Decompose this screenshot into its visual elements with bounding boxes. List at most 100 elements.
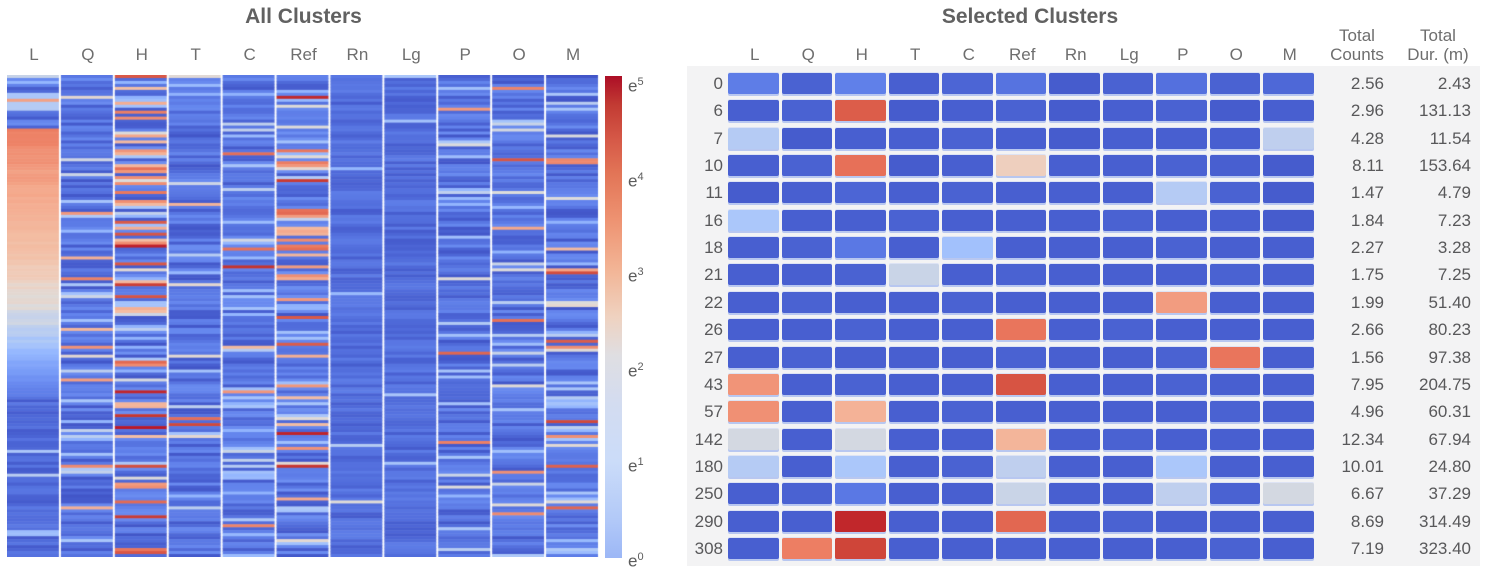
selected-clusters-column-header-C: C: [962, 45, 975, 64]
heatmap-cell-57-T: [888, 401, 939, 423]
heatmap-cell-142-T: [888, 428, 939, 450]
total-counts-value: 8.11: [1352, 156, 1384, 176]
cluster-row-43: 43 7.95 204.75: [687, 373, 1487, 395]
total-duration-value: 204.75: [1419, 374, 1471, 394]
all-clusters-column-header-L: L: [29, 45, 39, 64]
row-label: 57: [704, 402, 723, 422]
row-label: 43: [704, 374, 723, 394]
all-clusters-column-header-C: C: [243, 45, 256, 64]
heatmap-cell-22-O: [1209, 291, 1260, 313]
heatmap-cell-16-H: [835, 209, 886, 231]
colorbar-tick-e0: e0: [628, 550, 644, 569]
heatmap-cell-6-L: [728, 100, 779, 122]
heatmap-cell-7-H: [835, 127, 886, 149]
cluster-row-21: 21 1.75 7.25: [687, 264, 1487, 286]
total-counts-value: 7.19: [1350, 538, 1384, 558]
heatmap-cell-27-H: [835, 346, 886, 368]
heatmap-cell-308-Ref: [995, 537, 1046, 559]
heatmap-cell-7-Rn: [1049, 127, 1100, 149]
cluster-row-250: 250 6.67 37.29: [687, 483, 1487, 505]
colorbar-tick-e4: e4: [628, 170, 644, 191]
selected-clusters-column-header-L: L: [750, 45, 760, 64]
heatmap-cell-16-Q: [781, 209, 832, 231]
selected-clusters-column-header-Q: Q: [801, 45, 815, 64]
heatmap-cell-290-P: [1156, 510, 1207, 532]
heatmap-cell-180-H: [835, 455, 886, 477]
heatmap-cell-18-H: [835, 237, 886, 259]
heatmap-cell-180-O: [1209, 455, 1260, 477]
selected-clusters-column-header-M: M: [1282, 45, 1297, 64]
total-counts-header-line2: Counts: [1330, 45, 1384, 64]
heatmap-cell-308-Q: [781, 537, 832, 559]
heatmap-cell-10-H: [835, 155, 886, 177]
heatmap-cell-180-P: [1156, 455, 1207, 477]
heatmap-cell-10-Lg: [1102, 155, 1153, 177]
heatmap-cell-250-L: [728, 483, 779, 505]
row-label: 0: [713, 74, 723, 93]
heatmap-cell-290-Lg: [1102, 510, 1153, 532]
total-counts-value: 12.34: [1341, 429, 1384, 449]
heatmap-cell-10-Ref: [995, 155, 1046, 177]
heatmap-cell-10-T: [888, 155, 939, 177]
heatmap-cell-26-P: [1156, 319, 1207, 341]
heatmap-cell-26-L: [728, 319, 779, 341]
heatmap-cell-22-L: [728, 291, 779, 313]
heatmap-cell-11-Rn: [1049, 182, 1100, 204]
heatmap-cell-6-P: [1156, 100, 1207, 122]
cluster-row-10: 10 8.11 153.64: [687, 155, 1487, 177]
heatmap-cell-6-T: [888, 100, 939, 122]
row-label: 22: [704, 292, 723, 312]
total-duration-value: 7.25: [1437, 265, 1471, 285]
heatmap-cell-18-T: [888, 237, 939, 259]
heatmap-cell-7-Lg: [1102, 127, 1153, 149]
heatmap-cell-0-Q: [781, 73, 832, 94]
heatmap-cell-142-O: [1209, 428, 1260, 450]
total-counts-value: 1.75: [1350, 265, 1384, 285]
heatmap-cell-18-Rn: [1049, 237, 1100, 259]
colorbar-tick-e3: e3: [628, 265, 644, 286]
heatmap-cell-16-C: [942, 209, 993, 231]
total-counts-value: 2.27: [1350, 238, 1384, 258]
heatmap-cell-43-Rn: [1049, 373, 1100, 395]
heatmap-cell-6-Ref: [995, 100, 1046, 122]
heatmap-cell-142-Ref: [995, 428, 1046, 450]
total-duration-value: 67.94: [1428, 429, 1471, 449]
heatmap-cell-57-C: [942, 401, 993, 423]
cluster-row-11: 11 1.47 4.79: [687, 182, 1487, 204]
heatmap-cell-308-Rn: [1049, 537, 1100, 559]
cluster-row-6: 6 2.96 131.13: [687, 100, 1487, 122]
heatmap-cell-308-T: [888, 537, 939, 559]
all-clusters-column-header-H: H: [135, 45, 148, 64]
heatmap-cell-250-P: [1156, 483, 1207, 505]
total-counts-value: 2.66: [1350, 320, 1384, 340]
total-duration-value: 24.80: [1428, 456, 1471, 476]
total-counts-value: 4.28: [1350, 128, 1384, 148]
selected-clusters-column-header-O: O: [1229, 45, 1243, 64]
heatmap-cell-22-T: [888, 291, 939, 313]
heatmap-cell-250-Q: [781, 483, 832, 505]
cluster-row-0: 0 2.56 2.43: [687, 73, 1487, 94]
heatmap-cell-21-O: [1209, 264, 1260, 286]
heatmap-cell-43-M: [1263, 373, 1314, 395]
heatmap-cell-27-P: [1156, 346, 1207, 368]
heatmap-cell-18-C: [942, 237, 993, 259]
heatmap-cell-6-M: [1263, 100, 1314, 122]
heatmap-cell-57-M: [1263, 401, 1314, 423]
heatmap-cell-250-M: [1263, 483, 1314, 505]
heatmap-cell-22-C: [942, 291, 993, 313]
colorbar-tick-e1: e1: [628, 455, 644, 476]
selected-clusters-column-header-Rn: Rn: [1064, 45, 1087, 64]
heatmap-cell-308-O: [1209, 537, 1260, 559]
total-duration-value: 7.23: [1437, 210, 1471, 230]
heatmap-cell-26-Lg: [1102, 319, 1153, 341]
heatmap-cell-16-M: [1263, 209, 1314, 231]
heatmap-cell-6-Q: [781, 100, 832, 122]
heatmap-cell-22-Lg: [1102, 291, 1153, 313]
heatmap-cell-0-O: [1209, 73, 1260, 94]
heatmap-cell-21-Lg: [1102, 264, 1153, 286]
selected-clusters-title: Selected Clusters: [941, 5, 1119, 28]
heatmap-cell-290-C: [942, 510, 993, 532]
heatmap-cell-22-Q: [781, 291, 832, 313]
heatmap-cell-22-Ref: [995, 291, 1046, 313]
row-label: 11: [705, 183, 723, 203]
